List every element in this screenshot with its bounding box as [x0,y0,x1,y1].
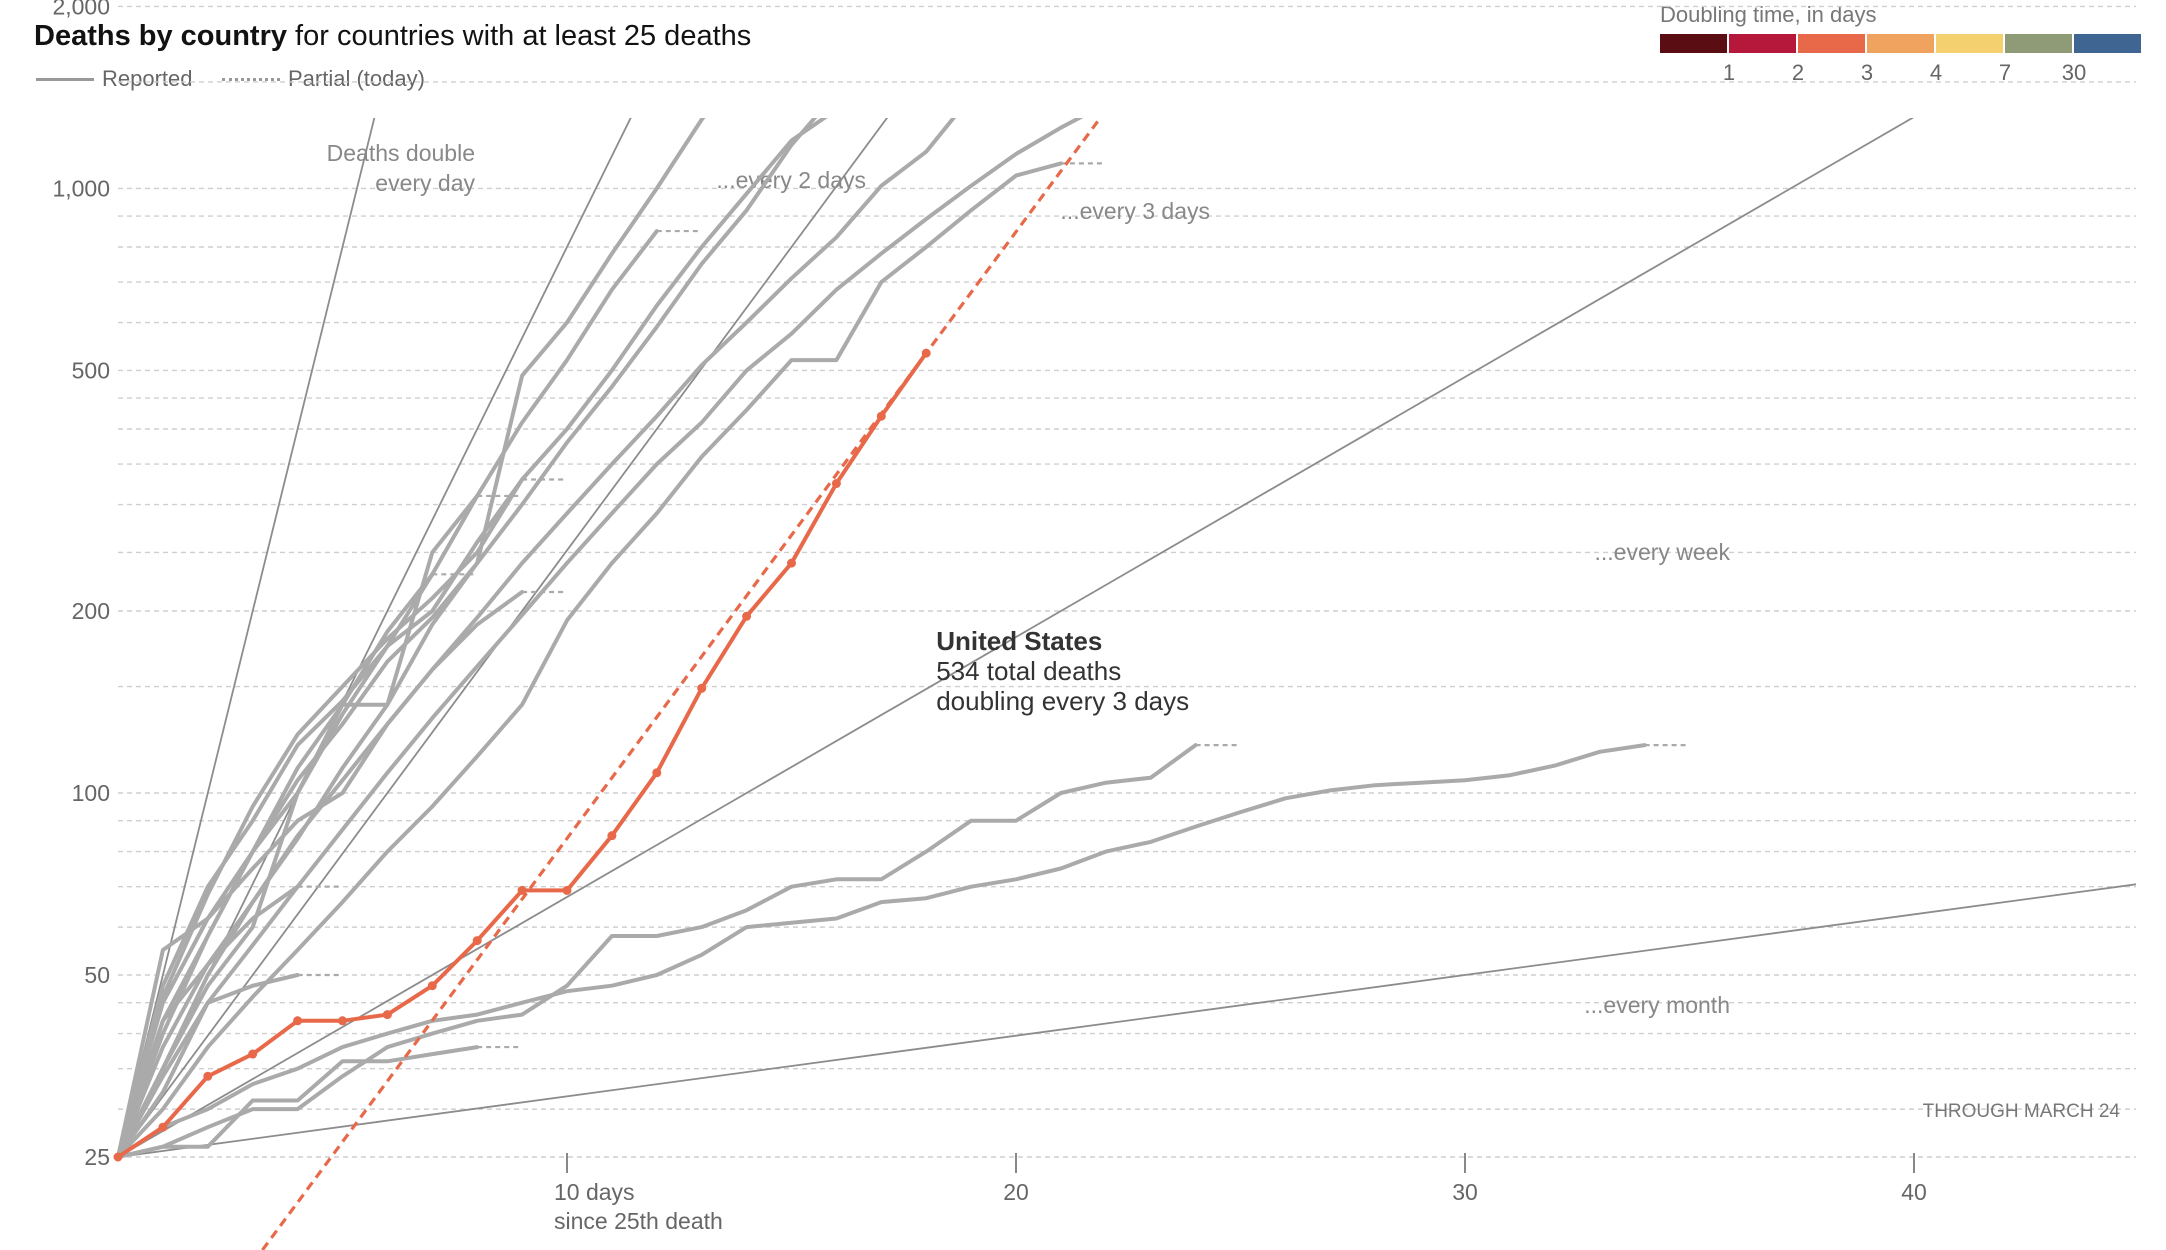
chart-title: Deaths by country for countries with at … [34,20,751,53]
legend-partial-label: Partial (today) [288,66,425,91]
scale-swatch-0 [1660,34,1727,53]
scale-label-3: 3 [1860,60,1874,85]
scale-swatch-2 [1798,34,1865,53]
gridlines [118,5,2136,1158]
y-tick-label: 50 [84,962,110,988]
us-data-point [652,768,662,778]
us-data-point [831,479,841,489]
reference-label: ...every week [1595,539,1731,565]
y-tick-label: 500 [72,357,110,383]
x-axis: 10 days 20 30 40 since 25th death [554,1153,1927,1234]
us-data-point [742,611,752,621]
through-date-label: THROUGH MARCH 24 [1923,1101,2121,1122]
us-data-point [472,936,482,946]
reference-labels: Deaths double every day ...every 2 days...… [327,140,1731,1018]
reference-label: ...every 2 days [716,167,866,193]
reference-label: ...every month [1584,992,1730,1018]
doubling-scale-labels: 1 2 3 4 7 30 [1660,60,2166,90]
us-data-point [427,981,437,991]
y-tick-label: 2,000 [52,0,110,19]
us-data-point [562,885,572,895]
y-tick-label: 1,000 [52,175,110,201]
series-line [116,118,706,1159]
scale-swatch-6 [2074,34,2141,53]
series-line [116,118,828,1159]
us-total-label: 534 total deaths [936,656,1121,686]
us-data-point [382,1010,392,1020]
series-line [116,884,300,1159]
legend-solid-swatch [36,77,94,81]
us-data-point [158,1122,168,1132]
us-data-point [921,348,931,358]
x-tick-label: 30 [1452,1179,1478,1205]
us-trend-line [261,118,1102,1250]
scale-label-2: 2 [1791,60,1805,85]
y-tick-label: 100 [72,780,110,806]
series-line [116,743,1647,1159]
scale-swatch-5 [2005,34,2072,53]
us-series-line [116,351,928,1159]
y-tick-label: 25 [84,1144,110,1170]
series-line [116,161,1063,1159]
us-data-point [517,885,527,895]
series-line [116,118,1084,1159]
chart-title-bold: Deaths by country [34,20,287,52]
x-tick-label: 10 days [554,1179,635,1205]
scale-swatch-3 [1867,34,1934,53]
scale-label-1: 1 [1722,60,1736,85]
us-data-point [248,1049,258,1059]
us-data-point [607,831,617,841]
scale-label-7: 7 [1998,60,2012,85]
reference-line [117,118,632,1158]
series-line [116,743,1198,1159]
legend-reported: Reported [36,66,193,92]
us-data-point [338,1016,347,1026]
highlight-series [113,118,1102,1250]
series-line [116,572,435,1159]
x-tick-label: 20 [1003,1179,1029,1205]
us-doubling-label: doubling every 3 days [936,686,1189,716]
series-line [116,118,818,1159]
us-name-label: United States [936,626,1102,656]
scale-label-30: 30 [2061,60,2087,85]
us-data-point [876,411,886,421]
legend-dotted-swatch [222,77,280,81]
series-line [116,590,525,1159]
us-data-point [697,683,707,693]
us-data-point [787,558,796,568]
chart-title-rest: for countries with at least 25 deaths [287,20,752,52]
country-series [116,118,1689,1159]
legend-reported-label: Reported [102,66,193,91]
scale-label-4: 4 [1929,60,1943,85]
reference-label: Deaths double [327,140,475,166]
series-line [116,973,300,1159]
reference-label: ...every 3 days [1060,198,1210,224]
us-data-point [293,1016,303,1026]
reference-line [117,883,2136,1158]
x-axis-label: since 25th death [554,1208,723,1234]
x-tick-label: 40 [1901,1179,1927,1205]
us-data-point [113,1152,123,1162]
scale-swatch-4 [1936,34,2003,53]
us-data-point [203,1071,213,1081]
doubling-scale-bar [1660,34,2143,53]
series-line [116,493,480,1159]
reference-line [117,118,889,1158]
reference-label: every day [375,170,475,196]
legend-partial: Partial (today) [222,66,425,92]
series-line [116,1045,480,1159]
y-tick-label: 200 [72,598,110,624]
scale-swatch-1 [1729,34,1796,53]
